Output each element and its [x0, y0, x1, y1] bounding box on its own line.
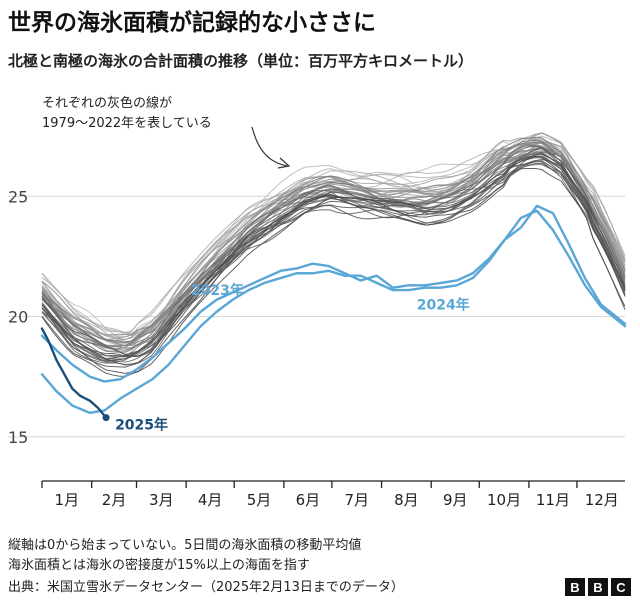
y-tick-label: 15 [8, 428, 28, 447]
historical-year-line [41, 141, 626, 347]
historical-year-line [41, 152, 626, 357]
note-line-2: 海氷面積とは海氷の密接度が15%以上の海面を指す [8, 557, 310, 573]
y-tick-label: 25 [8, 187, 28, 206]
annotation-arrow [251, 126, 288, 167]
x-axis: 1月 2月 3月 4月 5月 6月 7月 8月 9月 10月 11月 12月 [41, 480, 625, 509]
historical-year-line [41, 138, 626, 347]
series-label-2025: 2025年 [115, 417, 168, 434]
historical-year-line [41, 139, 626, 353]
historical-year-lines [41, 132, 626, 378]
historical-year-line [41, 141, 626, 343]
historical-year-line [41, 153, 626, 360]
month-label: 8月 [394, 491, 419, 509]
chart-subtitle: 北極と南極の海氷の合計面積の推移（単位：百万平方キロメートル） [8, 52, 473, 70]
y-axis: 15 20 25 [8, 187, 28, 447]
historical-year-line [41, 135, 626, 333]
series-line [40, 327, 108, 419]
historical-year-line [41, 158, 626, 360]
bbc-logo: B B C [565, 578, 631, 596]
month-label: 4月 [198, 491, 223, 509]
note-line-1: 縦軸は0から始まっていない。5日間の海氷面積の移動平均値 [8, 537, 361, 553]
series-line [40, 204, 627, 383]
y-tick-label: 20 [8, 308, 28, 327]
historical-year-line [41, 139, 626, 352]
historical-year-line [41, 141, 626, 344]
historical-year-line [41, 141, 626, 341]
month-label: 9月 [443, 491, 468, 509]
historical-year-line [41, 155, 626, 349]
highlight-series: 2023年 2024年 2025年 [40, 204, 627, 434]
chart-title: 世界の海氷面積が記録的な小ささに [8, 9, 376, 36]
month-label: 1月 [55, 491, 80, 509]
month-label: 7月 [344, 491, 369, 509]
historical-year-line [41, 136, 626, 347]
annotation-arrowhead [277, 157, 291, 169]
series-endpoint-2025 [102, 414, 110, 422]
month-label: 2月 [102, 491, 127, 509]
svg-text:B: B [593, 580, 602, 595]
month-label: 10月 [487, 491, 521, 509]
month-label: 5月 [247, 491, 272, 509]
source-text: 出典：米国立雪氷データセンター（2025年2月13日までのデータ） [8, 579, 404, 595]
month-label: 12月 [585, 491, 619, 509]
historical-year-line [41, 142, 626, 342]
svg-text:B: B [570, 580, 579, 595]
gridlines [8, 195, 625, 438]
month-label: 11月 [536, 491, 570, 509]
historical-year-line [41, 167, 626, 378]
annotation-line-2: 1979〜2022年を表している [42, 116, 212, 131]
svg-text:C: C [616, 580, 626, 595]
historical-year-line [41, 159, 626, 358]
month-label: 6月 [296, 491, 321, 509]
month-label: 3月 [149, 491, 174, 509]
series-label-2024: 2024年 [417, 296, 470, 313]
historical-year-line [41, 142, 626, 336]
series-label-2023: 2023年 [191, 282, 244, 299]
historical-year-line [41, 143, 626, 350]
annotation-line-1: それぞれの灰色の線が [42, 95, 172, 111]
series-line [40, 209, 627, 415]
